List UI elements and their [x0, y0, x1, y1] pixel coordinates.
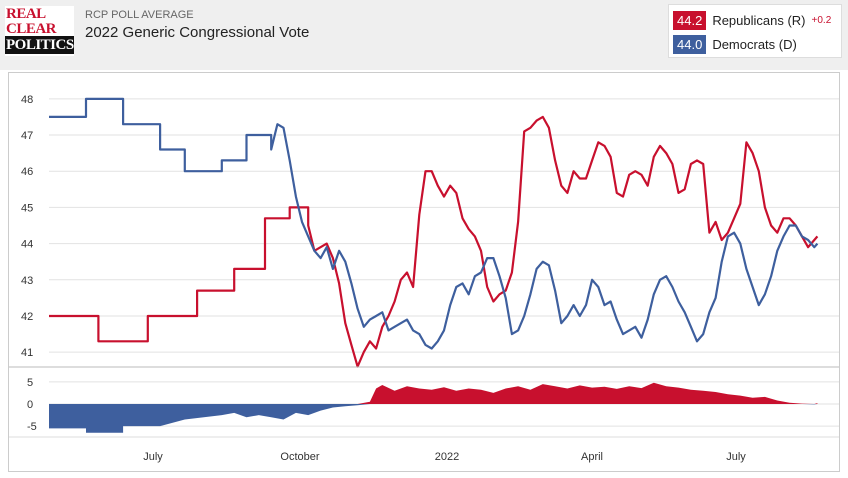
legend-value-republicans: 44.2 [673, 10, 707, 30]
y-tick-label-47: 47 [21, 130, 33, 142]
y-tick-label-46: 46 [21, 166, 33, 178]
y-tick-label-41: 41 [21, 347, 33, 359]
legend-label-republicans: Republicans (R) [712, 12, 806, 28]
y-tick-label-45: 45 [21, 202, 33, 214]
spread-y-tick-label--5: -5 [27, 421, 37, 433]
spread-area-republicans [49, 382, 818, 404]
legend-item-democrats[interactable]: 44.0 Democrats (D) [673, 34, 797, 54]
y-tick-label-44: 44 [21, 239, 33, 251]
legend-item-republicans[interactable]: 44.2 Republicans (R) +0.2 [673, 10, 831, 30]
x-tick-label-1: October [280, 451, 319, 463]
series-line-democrats-d [49, 97, 819, 350]
x-tick-label-4: July [726, 451, 746, 463]
y-tick-label-43: 43 [21, 275, 33, 287]
x-tick-label-0: July [143, 451, 163, 463]
series-line-republicans-r [49, 115, 819, 368]
legend: 44.2 Republicans (R) +0.2 44.0 Democrats… [668, 4, 842, 58]
chart-svg: 48 47 46 45 44 43 42 41 5 0 -5 July October 2022 April… [9, 94, 839, 463]
y-tick-label-42: 42 [21, 311, 33, 323]
spread-y-tick-label-0: 0 [27, 399, 33, 411]
logo-black-band [5, 36, 74, 54]
legend-label-democrats: Democrats (D) [712, 36, 797, 52]
x-tick-label-2: 2022 [435, 451, 459, 463]
logo-line-3: POLITICS [6, 37, 74, 53]
logo-line-1: REAL [6, 6, 46, 22]
rcp-logo[interactable]: REAL CLEAR POLITICS [5, 6, 74, 56]
chart-subtitle: RCP POLL AVERAGE [85, 9, 194, 21]
logo-line-2: CLEAR [6, 21, 57, 37]
chart-header: REAL CLEAR POLITICS RCP POLL AVERAGE 202… [0, 0, 848, 70]
x-tick-label-3: April [581, 451, 603, 463]
chart-area: 48 47 46 45 44 43 42 41 5 0 -5 July October 2022 April… [8, 72, 840, 472]
chart-title: 2022 Generic Congressional Vote [85, 24, 310, 41]
legend-change-republicans: +0.2 [811, 14, 832, 26]
y-tick-label-48: 48 [21, 94, 33, 106]
spread-area-democrats [49, 404, 818, 433]
spread-y-tick-label-5: 5 [27, 377, 33, 389]
legend-value-democrats: 44.0 [673, 34, 707, 54]
